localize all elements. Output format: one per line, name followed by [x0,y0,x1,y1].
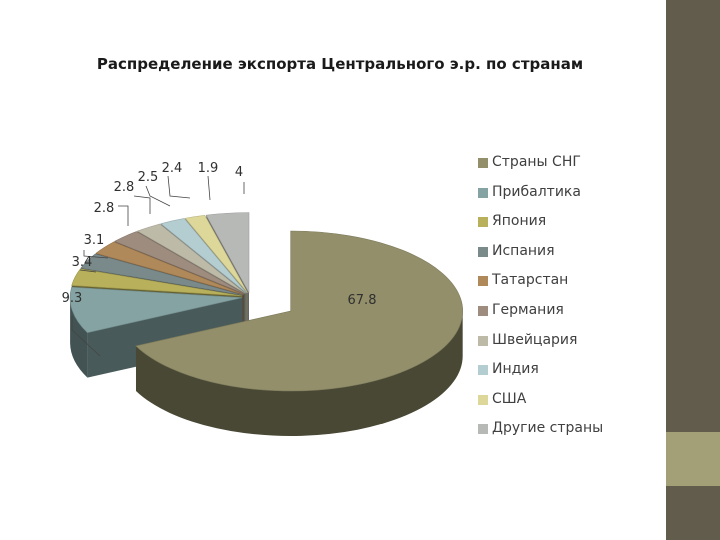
legend-label: Япония [492,213,547,230]
side-decor-band [666,432,720,486]
legend-swatch [478,217,488,228]
data-label-9: 1.9 [198,161,219,176]
data-label-1: 67.8 [348,293,377,308]
chart-title: Распределение экспорта Центрального э.р.… [60,52,620,77]
data-label-6: 2.8 [114,180,135,195]
legend-swatch [478,276,488,287]
pie-slice-side-1 [135,310,463,437]
legend-swatch [478,187,488,198]
data-label-10: 4 [235,165,243,180]
data-labels: 67.89.33.43.12.82.82.52.4 1.9 4 [62,161,377,308]
legend-label: Германия [492,302,564,318]
legend-label: Испания [492,242,555,259]
leader-line-2 [71,316,101,357]
data-label-5: 2.8 [94,201,115,216]
leader-line-9 [207,175,211,201]
pie-slice-7 [136,223,246,294]
pie-slice-2 [69,286,243,333]
pie-slice-4 [80,253,243,296]
legend-label: Швейцария [492,331,578,348]
leader-line-5 [118,205,129,226]
pie-slice-side-2 [70,298,88,378]
pie-slices [69,212,463,437]
data-label-7: 2.5 [138,170,159,185]
legend-swatch [478,424,488,435]
legend-swatch [478,246,488,257]
leader-line-6 [133,195,151,214]
pie-slice-6 [114,231,245,295]
legend-label: Другие страны [492,420,604,437]
leader-line-8 [167,175,191,199]
legend-label: Индия [492,361,539,378]
legend-label: Прибалтика [492,183,581,200]
pie-slice-9 [184,215,248,294]
legend-swatch [478,365,488,376]
pie-slice-cut-face [87,297,243,378]
pie-slice-8 [160,218,247,294]
legend-swatch [478,394,488,405]
legend-label: Страны СНГ [492,154,581,170]
legend-label: Татарстан [492,272,569,289]
data-label-4: 3.1 [84,233,105,248]
leader-lines [71,175,245,357]
data-label-3: 3.4 [72,255,93,270]
pie-slice-5 [95,241,244,295]
legend-label: США [492,390,527,407]
leader-line-4 [83,250,109,259]
pie-slice-3 [71,268,243,297]
chart-title-text: Распределение экспорта Центрального э.р.… [96,55,584,73]
data-label-8: 2.4 [162,161,183,176]
legend-swatch [478,306,488,316]
pie-slice-1 [135,230,463,392]
legend-swatch [478,158,488,168]
pie-slice-10 [205,212,250,293]
leader-line-7 [145,185,171,207]
leader-line-3 [79,269,97,273]
legend-swatch [478,335,488,346]
data-label-2: 9.3 [62,291,83,306]
